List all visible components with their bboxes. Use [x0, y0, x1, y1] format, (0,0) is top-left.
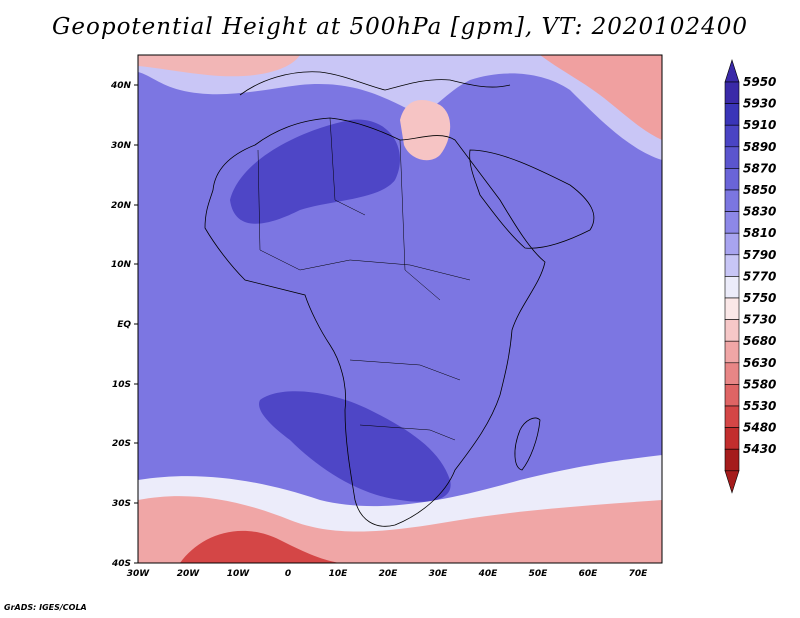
europe-coastline [239, 71, 511, 96]
colorbar-swatch [724, 124, 740, 148]
colorbar-swatch [724, 81, 740, 104]
colorbar-label: 5750 [743, 291, 776, 305]
colorbar-swatch [724, 362, 740, 385]
lat-label: 20N [111, 201, 132, 211]
colorbar-swatch [724, 448, 740, 472]
colorbar-label: 5580 [743, 377, 776, 391]
colorbar-swatch [724, 427, 740, 450]
mediterranean-low [400, 100, 451, 161]
lat-label: 10S [112, 380, 131, 390]
lat-label: 40S [111, 559, 131, 569]
colorbar-swatch [724, 405, 740, 428]
colorbar-label: 5680 [743, 334, 776, 348]
lon-label: 40E [478, 569, 499, 579]
sahara-high [230, 119, 400, 224]
lon-axis: 30W 20W 10W 0 10E 20E 30E 40E 50E 60E 70… [127, 569, 648, 579]
lon-label: 20W [177, 569, 201, 579]
north-trough-band [138, 55, 662, 160]
colorbar-swatch [724, 146, 740, 169]
map-title: Geopotential Height at 500hPa [gpm], VT:… [52, 14, 748, 40]
north-red-west [138, 55, 300, 77]
colorbar-swatch [724, 319, 740, 342]
lon-label: 30E [429, 569, 449, 579]
lat-label: EQ [117, 320, 131, 330]
south-deep-red [180, 530, 340, 563]
colorbar-label: 5790 [743, 248, 776, 262]
lat-label: 40N [110, 81, 132, 91]
lat-label: 20S [112, 439, 131, 449]
colorbar-swatch [724, 232, 740, 256]
colorbar-label: 5430 [743, 442, 776, 456]
lon-label: 0 [285, 569, 291, 579]
lat-label: 30S [112, 499, 131, 509]
colorbar-label: 5870 [743, 161, 776, 175]
colorbar-label: 5830 [743, 205, 776, 219]
colorbar-label: 5770 [743, 269, 776, 283]
madagascar-coastline [514, 417, 541, 471]
lat-label: 10N [111, 260, 132, 270]
country-borders [257, 117, 471, 441]
grads-credit: GrADS: IGES/COLA [4, 603, 87, 612]
lon-label: 10E [329, 569, 349, 579]
north-red-east [540, 55, 662, 140]
lat-axis: 40N 30N 20N 10N EQ 10S 20S 30S 40S [110, 81, 138, 569]
lon-label: 70E [629, 569, 649, 579]
colorbar-label: 5530 [743, 399, 776, 413]
colorbar-bottom-arrow [724, 470, 740, 494]
colorbar-label: 5630 [743, 356, 776, 370]
colorbar-label: 5730 [743, 313, 776, 327]
colorbar-label: 5890 [743, 140, 776, 154]
colorbar-swatch [724, 384, 740, 407]
africa-coastline [204, 117, 546, 527]
height-field [138, 55, 662, 563]
lon-label: 20E [379, 569, 399, 579]
colorbar-swatch [724, 211, 740, 234]
colorbar: 5950 5930 5910 5890 5870 5850 5830 5810 5790 5770… [724, 59, 776, 494]
colorbar-swatch [724, 168, 740, 191]
south-africa-high [259, 391, 451, 502]
colorbar-label: 5950 [743, 75, 776, 89]
map-frame [137, 54, 663, 564]
colorbar-swatch [724, 276, 740, 299]
colorbar-label: 5480 [743, 421, 776, 435]
colorbar-top-arrow [724, 59, 740, 83]
lon-label: 30W [127, 569, 151, 579]
colorbar-swatch [724, 254, 740, 277]
colorbar-swatch [724, 103, 740, 126]
colorbar-label: 5930 [743, 97, 776, 111]
lat-label: 30N [111, 141, 132, 151]
colorbar-label: 5850 [743, 183, 776, 197]
colorbar-swatch [724, 297, 740, 320]
colorbar-swatch [724, 189, 740, 212]
arabia-coastline [469, 149, 595, 249]
colorbar-label: 5810 [743, 226, 776, 240]
colorbar-label: 5910 [743, 118, 776, 132]
lon-label: 10W [227, 569, 251, 579]
lon-label: 50E [529, 569, 549, 579]
colorbar-swatch [724, 340, 740, 364]
lon-label: 60E [579, 569, 599, 579]
